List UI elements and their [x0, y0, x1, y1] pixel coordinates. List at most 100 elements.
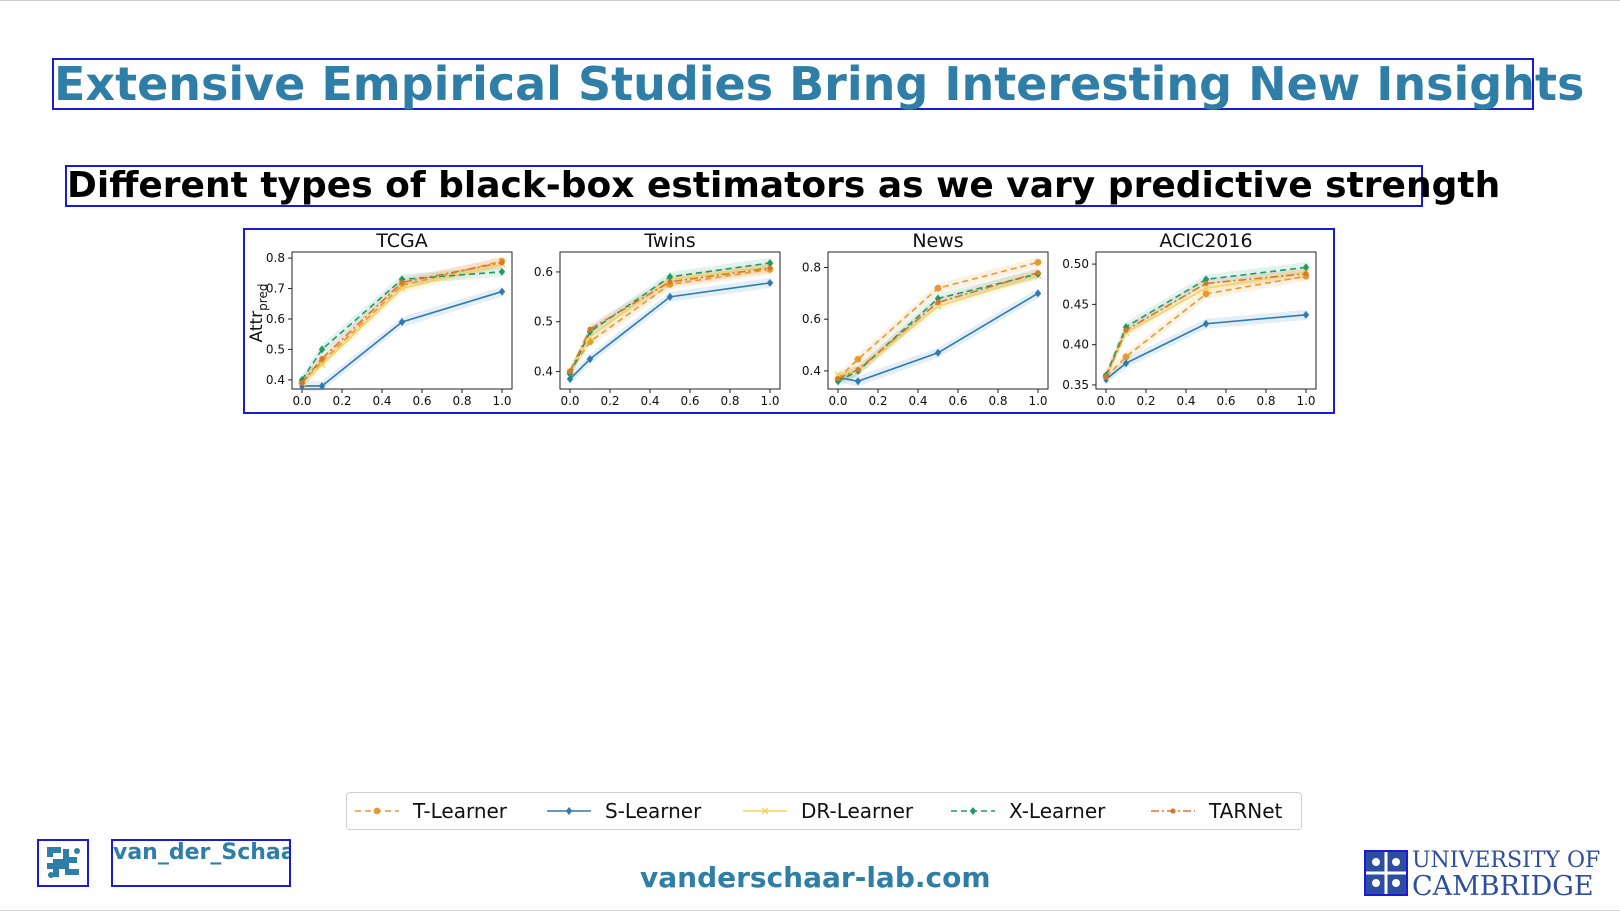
x-tick-label: 0.0: [292, 394, 311, 408]
series-line-dr-learner: [1105, 271, 1307, 378]
series-line-t-learner: [1105, 275, 1307, 378]
legend-marker: [373, 807, 381, 815]
series-line-x-learner: [837, 273, 1039, 382]
chart-legend: T-Learner S-Learner DR-Learner X-Learner TAR…: [346, 792, 1302, 830]
top-divider: [0, 0, 1620, 1]
x-tick-label: 0.6: [948, 394, 967, 408]
data-point: [1034, 258, 1042, 266]
data-point: [1122, 353, 1130, 361]
legend-label: T-Learner: [412, 799, 508, 823]
series-line-dr-learner: [837, 274, 1039, 376]
data-point: [398, 318, 406, 327]
chart-panels-frame: TCGA 0.4 0.5 0.6 0.7 0.8 0.0 0.2 0.4 0.6 0.8 1.0 Att…: [243, 228, 1335, 414]
legend-item-x-learner: X-Learner: [951, 799, 1106, 823]
footer-url[interactable]: vanderschaar-lab.com: [640, 861, 991, 894]
y-axis-label: Attrpred: [247, 284, 270, 343]
legend-marker: [969, 807, 977, 815]
chart-panel-news: News 0.4 0.6 0.8 0.0 0.2 0.4 0.6 0.8 1.0: [802, 230, 1049, 408]
slide-subtitle: Different types of black-box estimators …: [65, 165, 1501, 207]
x-tick-label: 0.4: [372, 394, 391, 408]
slide-title: Extensive Empirical Studies Bring Intere…: [52, 57, 1585, 111]
data-point: [854, 355, 862, 363]
data-point: [935, 299, 941, 306]
plot-frame: [291, 251, 513, 390]
data-point: [1202, 319, 1210, 328]
y-axis-label-subscript: pred: [256, 284, 270, 311]
y-tick-label: 0.5: [534, 315, 553, 329]
panel-title: ACIC2016: [1159, 230, 1252, 252]
university-line-1: UNIVERSITY OF: [1412, 848, 1601, 873]
y-tick-label: 0.6: [534, 265, 553, 279]
data-point: [1303, 271, 1309, 277]
data-point: [766, 278, 774, 287]
x-tick-label: 0.8: [720, 394, 739, 408]
cambridge-shield-icon: [1364, 850, 1408, 896]
confidence-band: [302, 286, 502, 391]
x-tick-label: 0.6: [680, 394, 699, 408]
data-point: [318, 361, 326, 369]
series-line-x-learner: [1105, 266, 1307, 376]
data-point: [398, 285, 406, 293]
x-tick-label: 0.0: [560, 394, 579, 408]
legend-item-tarnet: TARNet: [1151, 799, 1283, 823]
plot-frame: [559, 251, 781, 390]
chart-panel-tcga: TCGA 0.4 0.5 0.6 0.7 0.8 0.0 0.2 0.4 0.6 0.8 1.0 Att…: [247, 230, 513, 408]
data-point: [934, 284, 942, 292]
data-point: [1202, 284, 1210, 292]
legend-marker: [565, 807, 573, 815]
legend-marker: [761, 807, 769, 815]
x-tick-label: 0.0: [828, 394, 847, 408]
panel-title: Twins: [643, 230, 695, 252]
series-line-tarnet: [837, 271, 1039, 380]
x-tick-label: 1.0: [1028, 394, 1047, 408]
lab-logo-icon: [37, 839, 89, 887]
data-point: [855, 367, 861, 373]
chart-panel-twins: Twins 0.4 0.5 0.6 0.0 0.2 0.4 0.6 0.8 1.0: [534, 230, 781, 408]
y-tick-label: 0.5: [266, 342, 285, 356]
data-point: [1034, 289, 1042, 298]
series-line-t-learner: [837, 261, 1039, 380]
bottom-divider: [0, 910, 1620, 911]
legend-svg: T-Learner S-Learner DR-Learner X-Learner TAR…: [355, 799, 1283, 823]
x-tick-label: 1.0: [1296, 394, 1315, 408]
x-tick-label: 0.6: [1216, 394, 1235, 408]
x-tick-label: 0.2: [332, 394, 351, 408]
series-line-s-learner: [302, 290, 503, 387]
data-point: [1122, 359, 1130, 368]
y-tick-label: 0.50: [1062, 257, 1089, 271]
y-tick-label: 0.35: [1062, 378, 1089, 392]
data-point: [498, 267, 506, 276]
data-point: [1203, 280, 1209, 287]
y-tick-label: 0.7: [266, 282, 285, 296]
series-line-tarnet: [1105, 272, 1307, 378]
data-point: [498, 287, 506, 296]
y-tick-label: 0.4: [266, 373, 285, 387]
legend-label: DR-Learner: [801, 799, 914, 823]
x-tick-label: 0.0: [1096, 394, 1115, 408]
series-line-s-learner: [837, 292, 1039, 383]
x-tick-label: 0.4: [640, 394, 659, 408]
legend-label: X-Learner: [1009, 799, 1106, 823]
y-tick-label: 0.40: [1062, 338, 1089, 352]
lab-name: van_der_Schaar \ LAB: [111, 839, 291, 887]
data-point: [299, 380, 305, 386]
data-point: [666, 272, 674, 281]
confidence-band: [838, 288, 1038, 387]
charts-svg: TCGA 0.4 0.5 0.6 0.7 0.8 0.0 0.2 0.4 0.6 0.8 1.0 Att…: [247, 230, 1317, 408]
data-point: [934, 348, 942, 357]
y-tick-label: 0.4: [534, 365, 553, 379]
legend-item-s-learner: S-Learner: [547, 799, 702, 823]
data-point: [399, 279, 405, 286]
y-tick-label: 0.6: [802, 312, 821, 326]
data-point: [587, 326, 593, 332]
panel-title: News: [912, 230, 963, 252]
x-tick-label: 1.0: [492, 394, 511, 408]
data-point: [398, 275, 406, 284]
series-line-t-learner: [569, 268, 771, 373]
series-line-x-learner: [301, 270, 503, 381]
series-line-s-learner: [569, 282, 771, 380]
panel-title: TCGA: [375, 230, 427, 252]
confidence-band: [570, 261, 770, 377]
confidence-band: [1106, 262, 1306, 381]
data-point: [666, 292, 674, 301]
